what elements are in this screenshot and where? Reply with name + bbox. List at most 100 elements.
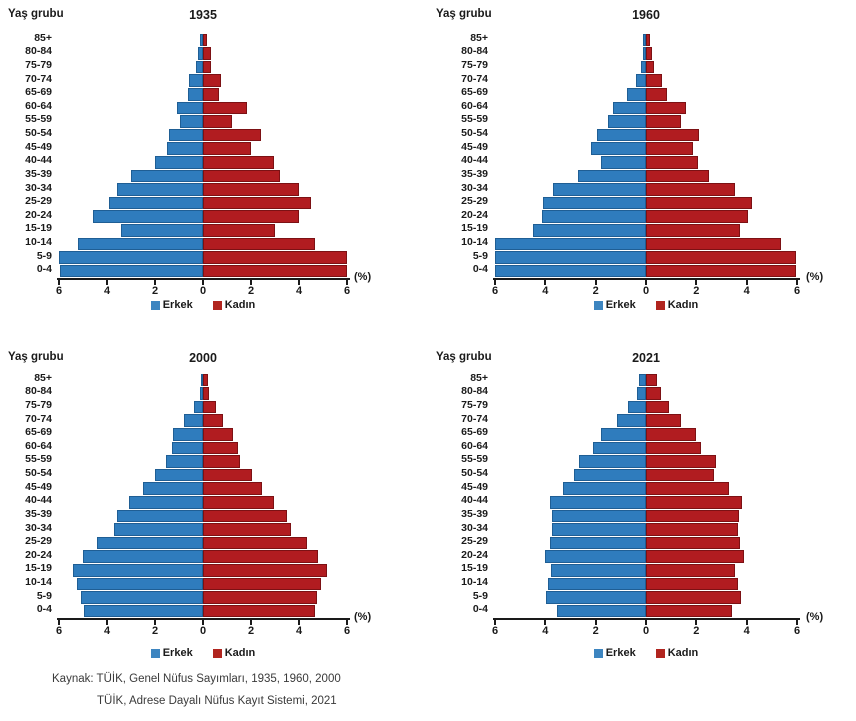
age-group-label: 55-59: [25, 113, 52, 126]
age-group-label: 85+: [34, 371, 52, 384]
legend-male-label: Erkek: [605, 299, 636, 311]
bar-male-40-44: [550, 496, 646, 509]
bar-male-30-34: [116, 183, 203, 196]
x-axis-tick: [202, 620, 204, 625]
legend: Erkek Kadın: [93, 647, 313, 659]
legend-item-male: Erkek: [593, 647, 636, 659]
bar-female-40-44: [646, 496, 742, 509]
bar-female-85+: [646, 33, 651, 47]
male-swatch-icon: [593, 648, 603, 658]
bar-female-65-69: [203, 427, 233, 441]
bar-male-75-79: [196, 60, 203, 74]
bar-female-10-14: [646, 237, 781, 251]
x-tick-label: 2: [693, 285, 700, 297]
age-group-label: 65-69: [25, 426, 52, 439]
age-group-label: 40-44: [461, 154, 488, 167]
x-axis-line: [493, 278, 800, 280]
bar-female-10-14: [203, 237, 315, 251]
bar-male-20-24: [545, 550, 646, 564]
bar-female-40-44: [203, 496, 274, 509]
bar-male-50-54: [574, 468, 646, 482]
y-axis-title: Yaş grubu: [8, 8, 64, 20]
female-swatch-icon: [212, 300, 222, 310]
percent-axis-label: (%): [354, 611, 372, 623]
bar-male-70-74: [635, 74, 646, 87]
age-group-label: 45-49: [461, 140, 488, 153]
bar-male-80-84: [200, 387, 203, 400]
source-line-1: Kaynak: TÜİK, Genel Nüfus Sayımları, 193…: [52, 673, 341, 685]
age-group-label: 80-84: [25, 385, 52, 398]
age-group-label: 40-44: [461, 494, 488, 507]
age-group-label: 70-74: [461, 72, 488, 85]
percent-axis-label: (%): [806, 611, 824, 623]
bar-female-50-54: [646, 468, 714, 482]
x-tick-label: 4: [103, 625, 111, 637]
age-group-label: 30-34: [461, 181, 488, 194]
bar-male-5-9: [80, 591, 203, 604]
age-group-label: 65-69: [461, 426, 488, 439]
x-axis-tick: [58, 280, 60, 285]
x-tick-label: 4: [542, 625, 549, 637]
bar-male-15-19: [550, 564, 646, 577]
bar-male-55-59: [579, 455, 646, 468]
age-group-label: 50-54: [25, 467, 52, 480]
age-group-label: 25-29: [25, 535, 52, 548]
x-tick-label: 6: [793, 625, 801, 637]
x-axis-tick: [106, 620, 108, 625]
bar-female-20-24: [646, 210, 748, 224]
bar-female-25-29: [203, 196, 311, 210]
x-axis-tick: [250, 620, 252, 625]
bar-female-35-39: [646, 509, 740, 523]
bar-female-75-79: [203, 60, 211, 74]
bar-male-40-44: [600, 156, 646, 169]
age-group-label: 45-49: [25, 140, 52, 153]
bar-male-80-84: [636, 387, 646, 400]
x-tick-label: 2: [151, 625, 159, 637]
pyramid-chart-1960: Yaş grubu 1960 85+ 80-84 75-79 70-74 65-69 60…: [428, 0, 856, 330]
x-axis-tick: [298, 280, 300, 285]
age-group-label: 25-29: [461, 195, 488, 208]
x-axis-tick: [494, 280, 496, 285]
bar-male-25-29: [542, 196, 646, 210]
x-tick-label: 6: [491, 285, 499, 297]
bar-male-40-44: [128, 496, 203, 509]
bar-female-25-29: [203, 536, 308, 550]
bar-female-30-34: [203, 523, 291, 536]
male-swatch-icon: [150, 300, 160, 310]
bar-female-85+: [203, 373, 208, 387]
x-axis-tick: [544, 280, 547, 285]
age-group-label: 35-39: [25, 167, 52, 180]
bar-female-35-39: [203, 509, 287, 523]
age-group-label: 25-29: [461, 535, 488, 548]
bar-male-20-24: [83, 550, 203, 564]
legend-item-male: Erkek: [150, 299, 193, 311]
chart-title-1960: 1960: [632, 8, 660, 22]
x-axis-tick: [346, 620, 348, 625]
bar-female-70-74: [203, 414, 223, 427]
x-axis-tick: [796, 280, 798, 285]
y-axis-title: Yaş grubu: [436, 351, 492, 363]
age-group-label: 5-9: [472, 249, 488, 262]
x-tick-label: 6: [491, 625, 499, 637]
bar-female-0-4: [646, 264, 796, 278]
x-axis-line: [57, 278, 350, 280]
bar-male-15-19: [532, 224, 646, 237]
age-group-label: 0-4: [36, 603, 52, 616]
x-axis-tick: [695, 280, 698, 285]
x-tick-label: 6: [793, 285, 801, 297]
bar-female-5-9: [646, 251, 796, 264]
y-axis-title: Yaş grubu: [436, 8, 492, 20]
age-group-label: 75-79: [461, 399, 488, 412]
bar-male-25-29: [550, 536, 646, 550]
bar-female-35-39: [203, 169, 280, 183]
bar-female-15-19: [646, 564, 736, 577]
age-group-label: 30-34: [25, 181, 52, 194]
female-swatch-icon: [212, 648, 222, 658]
age-group-label: 85+: [34, 31, 52, 44]
x-axis-tick: [745, 280, 748, 285]
bar-female-80-84: [203, 387, 209, 400]
bar-male-5-9: [59, 251, 203, 264]
age-group-label: 20-24: [25, 548, 52, 561]
age-group-label: 10-14: [25, 575, 52, 588]
